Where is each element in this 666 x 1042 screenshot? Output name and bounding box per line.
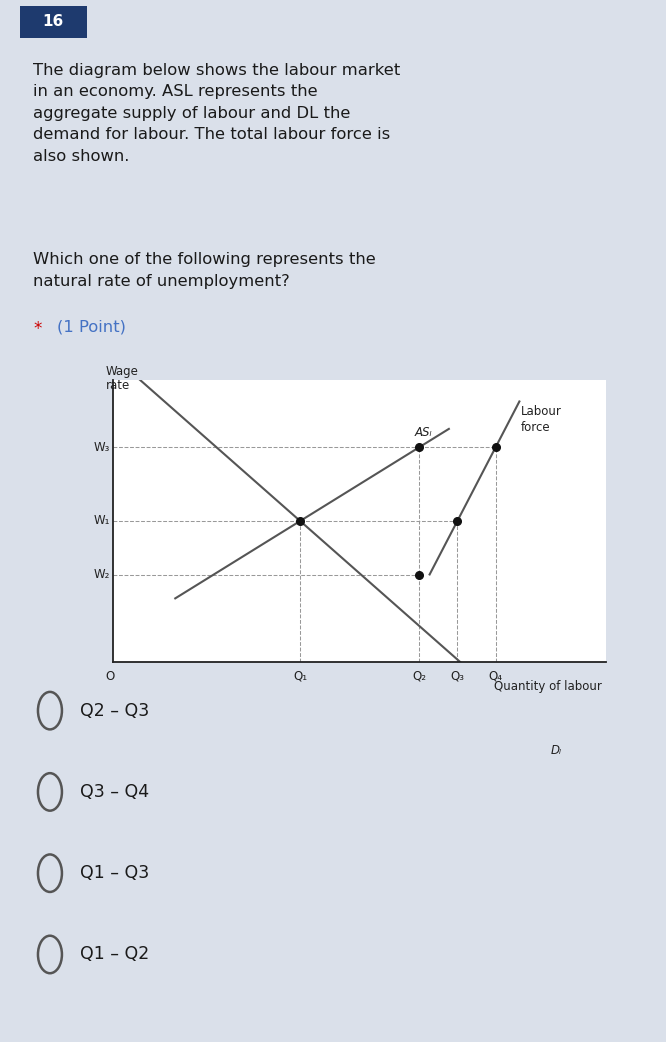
Text: W₂: W₂ — [93, 568, 110, 581]
Text: Labour
force: Labour force — [521, 405, 562, 433]
Text: *: * — [33, 320, 42, 338]
Text: Q1 – Q3: Q1 – Q3 — [80, 864, 149, 883]
Text: Dₗ: Dₗ — [551, 744, 562, 756]
Text: 16: 16 — [43, 15, 64, 29]
Text: Q₁: Q₁ — [293, 670, 307, 683]
Text: W₁: W₁ — [93, 515, 110, 527]
Text: Q₂: Q₂ — [412, 670, 426, 683]
Text: rate: rate — [106, 378, 130, 392]
Text: Wage: Wage — [106, 365, 139, 377]
Text: The diagram below shows the labour market
in an economy. ASL represents the
aggr: The diagram below shows the labour marke… — [33, 63, 400, 164]
Text: Which one of the following represents the
natural rate of unemployment?: Which one of the following represents th… — [33, 252, 376, 289]
Text: W₃: W₃ — [93, 441, 110, 454]
Text: Q1 – Q2: Q1 – Q2 — [80, 945, 149, 964]
Text: Q₄: Q₄ — [489, 670, 503, 683]
Text: Q₃: Q₃ — [450, 670, 464, 683]
Text: Quantity of labour: Quantity of labour — [494, 680, 602, 693]
Text: (1 Point): (1 Point) — [57, 320, 126, 334]
Text: Q2 – Q3: Q2 – Q3 — [80, 701, 149, 720]
Text: ASₗ: ASₗ — [415, 426, 432, 439]
Text: Q3 – Q4: Q3 – Q4 — [80, 783, 149, 801]
Text: O: O — [105, 670, 115, 683]
